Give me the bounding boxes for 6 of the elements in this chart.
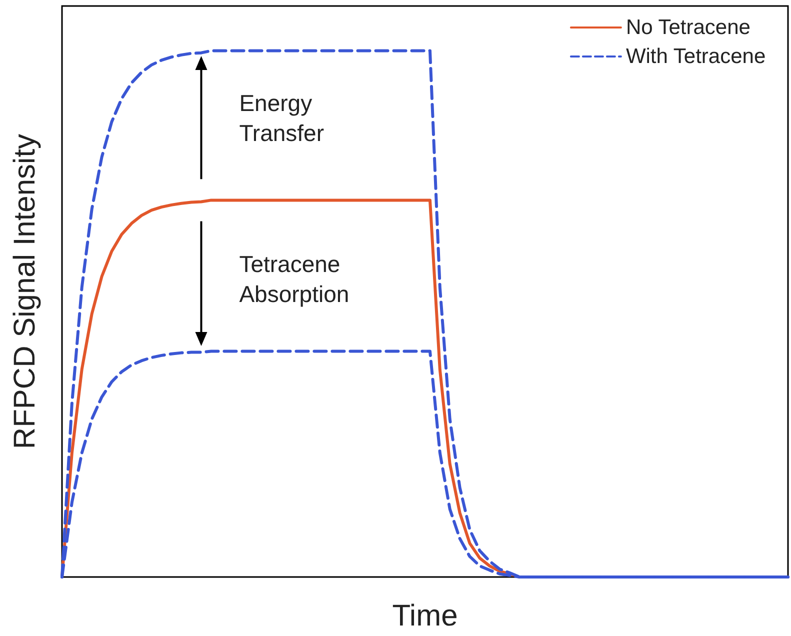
legend-label: No Tetracene <box>626 16 750 39</box>
annotation: Tetracene Absorption <box>239 250 350 309</box>
legend-label: With Tetracene <box>626 45 766 68</box>
annotation: Energy Transfer <box>239 88 325 148</box>
y-axis-title: RFPCD Signal Intensity <box>8 134 42 450</box>
x-axis-title: Time <box>392 600 458 632</box>
